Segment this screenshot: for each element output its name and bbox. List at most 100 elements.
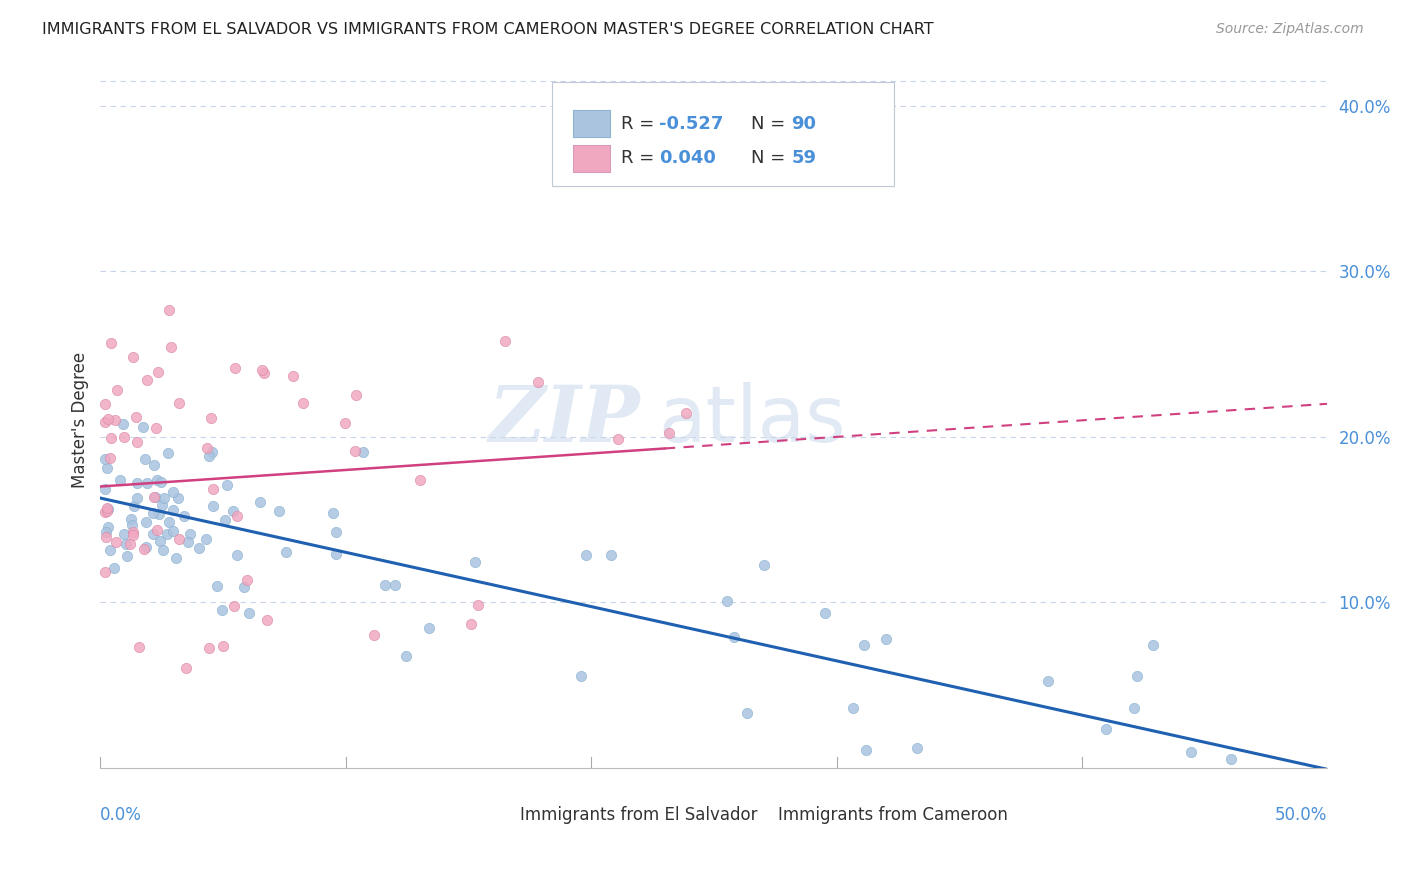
Point bbox=[236, 573, 259, 587]
Point bbox=[291, 396, 314, 410]
Point bbox=[155, 527, 177, 541]
Point bbox=[157, 446, 180, 460]
Point bbox=[150, 498, 173, 512]
Point bbox=[905, 741, 928, 756]
Point bbox=[136, 476, 159, 491]
Y-axis label: Master's Degree: Master's Degree bbox=[72, 352, 89, 489]
Point bbox=[112, 527, 135, 541]
Text: -0.527: -0.527 bbox=[658, 115, 723, 133]
Text: Immigrants from Cameroon: Immigrants from Cameroon bbox=[778, 806, 1008, 824]
Point bbox=[167, 491, 190, 505]
Point bbox=[200, 411, 222, 425]
Point bbox=[675, 406, 697, 420]
Point bbox=[112, 430, 135, 444]
Point bbox=[224, 599, 246, 613]
Point bbox=[226, 509, 249, 524]
Point bbox=[136, 373, 159, 387]
Point bbox=[135, 515, 157, 529]
Point bbox=[197, 442, 219, 456]
Point bbox=[94, 483, 117, 497]
Point bbox=[167, 396, 190, 410]
Point bbox=[111, 417, 134, 431]
Point bbox=[875, 632, 897, 647]
Text: R =: R = bbox=[620, 115, 659, 133]
Point bbox=[94, 415, 117, 429]
Point bbox=[225, 548, 247, 562]
Point bbox=[325, 547, 347, 561]
Point bbox=[752, 558, 775, 573]
Point bbox=[723, 631, 745, 645]
Point bbox=[96, 501, 118, 516]
Point bbox=[1126, 669, 1149, 683]
Point bbox=[374, 578, 396, 592]
Point bbox=[146, 365, 169, 379]
Point bbox=[201, 445, 224, 459]
Point bbox=[395, 648, 418, 663]
Point bbox=[222, 503, 245, 517]
Point bbox=[149, 475, 172, 489]
Text: IMMIGRANTS FROM EL SALVADOR VS IMMIGRANTS FROM CAMEROON MASTER'S DEGREE CORRELAT: IMMIGRANTS FROM EL SALVADOR VS IMMIGRANT… bbox=[42, 22, 934, 37]
Point bbox=[157, 515, 180, 529]
Point bbox=[145, 420, 167, 434]
Point bbox=[177, 535, 200, 549]
Text: 50.0%: 50.0% bbox=[1275, 805, 1327, 824]
Text: Immigrants from El Salvador: Immigrants from El Salvador bbox=[520, 806, 758, 824]
Point bbox=[575, 548, 598, 562]
Point bbox=[104, 535, 127, 549]
Point bbox=[143, 458, 166, 473]
Point bbox=[100, 335, 122, 350]
Point bbox=[153, 491, 176, 506]
Point bbox=[127, 491, 149, 505]
Point bbox=[157, 302, 180, 317]
Point bbox=[174, 661, 197, 675]
Point bbox=[1094, 723, 1116, 737]
Point bbox=[384, 578, 406, 592]
Point bbox=[460, 616, 482, 631]
Bar bbox=[572, 111, 610, 136]
Point bbox=[418, 621, 440, 635]
Point bbox=[146, 473, 169, 487]
Point bbox=[201, 482, 224, 496]
Point bbox=[160, 340, 183, 354]
Text: R =: R = bbox=[620, 150, 659, 168]
Point bbox=[716, 594, 738, 608]
Point bbox=[115, 537, 138, 551]
Point bbox=[135, 541, 157, 555]
Point bbox=[363, 628, 385, 642]
Point bbox=[94, 530, 117, 544]
Point bbox=[143, 490, 166, 504]
Point bbox=[125, 409, 148, 424]
Point bbox=[142, 506, 165, 520]
Point bbox=[1036, 673, 1059, 688]
Point bbox=[814, 606, 837, 620]
Point bbox=[344, 388, 367, 402]
Point bbox=[333, 417, 356, 431]
Point bbox=[94, 505, 117, 519]
Point bbox=[179, 526, 201, 541]
Point bbox=[599, 548, 621, 562]
Point bbox=[527, 376, 550, 390]
Point bbox=[169, 532, 191, 546]
Point bbox=[94, 451, 117, 466]
Point bbox=[96, 461, 118, 475]
Point bbox=[1123, 700, 1146, 714]
Bar bbox=[745, 805, 772, 825]
Point bbox=[122, 528, 145, 542]
Point bbox=[115, 549, 138, 563]
Point bbox=[202, 499, 225, 513]
FancyBboxPatch shape bbox=[553, 82, 894, 186]
Point bbox=[162, 503, 184, 517]
Point bbox=[1219, 752, 1241, 766]
Point bbox=[467, 598, 489, 612]
Point bbox=[198, 449, 221, 463]
Point bbox=[256, 613, 278, 627]
Point bbox=[322, 506, 344, 520]
Point bbox=[842, 700, 865, 714]
Point bbox=[249, 495, 271, 509]
Point bbox=[104, 413, 127, 427]
Point bbox=[194, 533, 217, 547]
Point bbox=[281, 369, 304, 384]
Point bbox=[188, 541, 211, 556]
Point bbox=[148, 534, 170, 549]
Point bbox=[658, 426, 681, 441]
